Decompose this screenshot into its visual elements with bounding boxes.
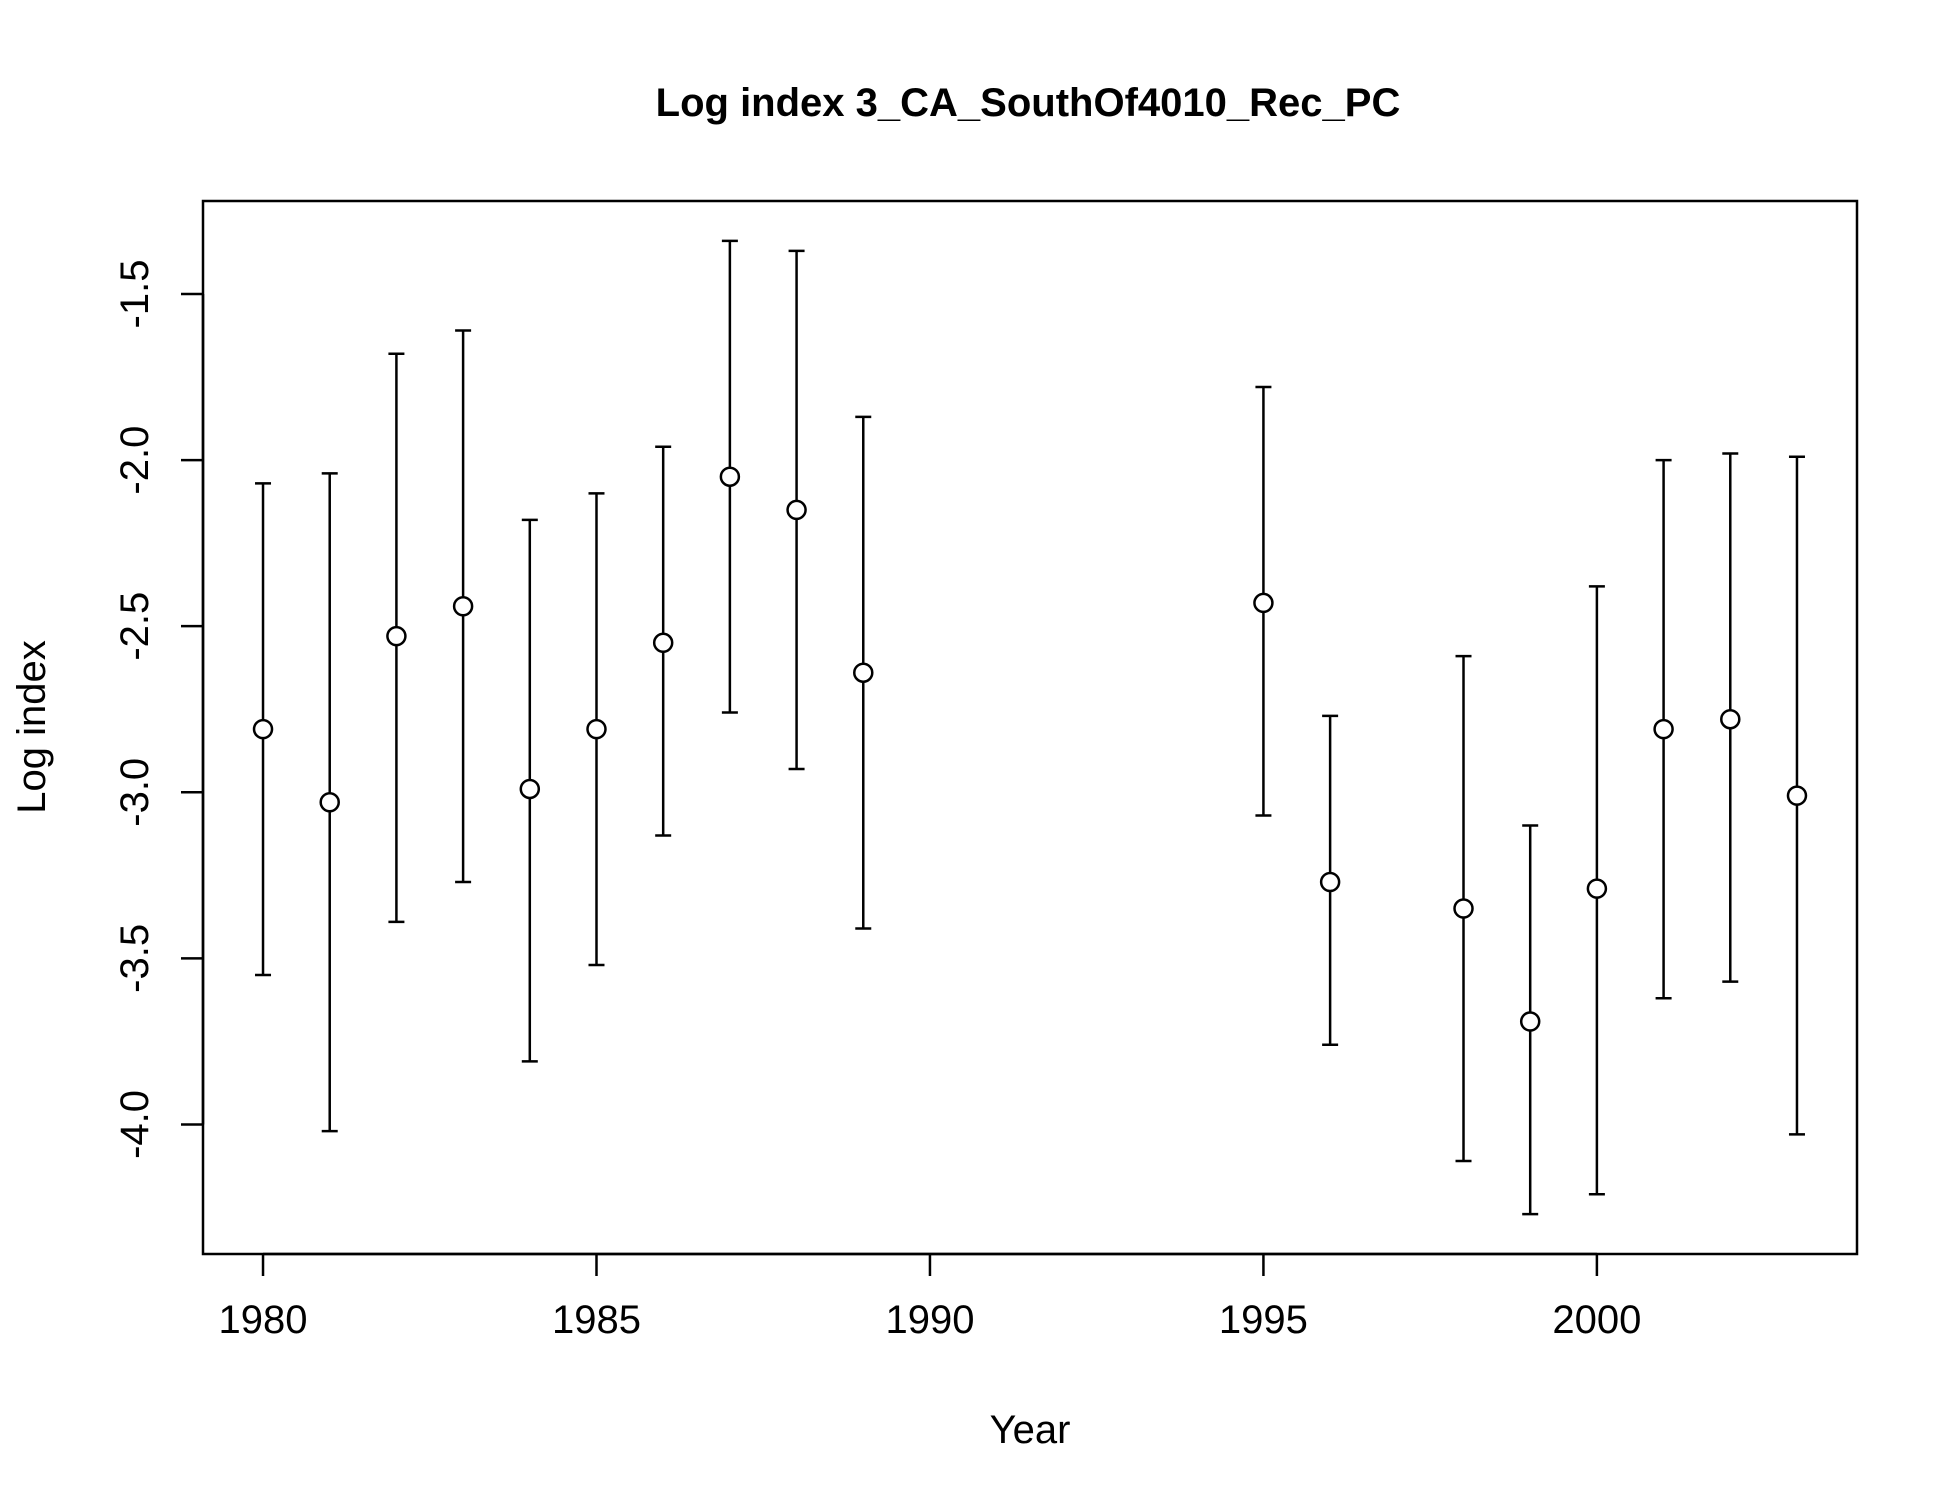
x-tick-label: 2000 xyxy=(1552,1298,1641,1342)
data-point xyxy=(652,632,674,654)
x-axis: 1980 1985 1990 1995 2000 xyxy=(219,1252,1641,1342)
data-point xyxy=(319,791,340,813)
data-point xyxy=(1586,878,1608,899)
data-point xyxy=(519,778,541,800)
data-point xyxy=(386,625,407,647)
data-series xyxy=(252,239,1808,1216)
y-tick-label: -3.5 xyxy=(113,924,157,993)
data-point xyxy=(586,718,607,740)
data-point xyxy=(1453,898,1474,919)
y-axis: -4.0 -3.5 -3.0 -2.5 -2.0 -1.5 xyxy=(113,260,205,1159)
y-tick-label: -2.0 xyxy=(113,426,157,495)
data-point xyxy=(452,596,474,617)
chart-title: Log index 3_CA_SouthOf4010_Rec_PC xyxy=(656,81,1401,125)
data-point xyxy=(1253,592,1274,614)
data-point xyxy=(1319,871,1341,893)
y-tick-label: -1.5 xyxy=(113,260,157,329)
data-point xyxy=(719,466,741,487)
y-tick-label: -3.0 xyxy=(113,758,157,827)
x-axis-label: Year xyxy=(990,1408,1071,1452)
x-tick-label: 1985 xyxy=(552,1298,641,1342)
data-point xyxy=(853,662,874,683)
x-tick-label: 1980 xyxy=(219,1298,308,1342)
data-point xyxy=(1786,785,1808,806)
y-tick-label: -4.0 xyxy=(113,1090,157,1159)
data-point xyxy=(786,499,807,521)
data-point xyxy=(252,718,274,740)
data-point xyxy=(1519,1011,1541,1032)
x-tick-label: 1995 xyxy=(1219,1298,1308,1342)
plot-frame xyxy=(201,199,1859,1256)
data-point xyxy=(1653,718,1674,740)
y-axis-label: Log index xyxy=(10,640,54,813)
x-tick-label: 1990 xyxy=(885,1298,974,1342)
data-point xyxy=(1720,708,1741,730)
y-tick-label: -2.5 xyxy=(113,592,157,661)
